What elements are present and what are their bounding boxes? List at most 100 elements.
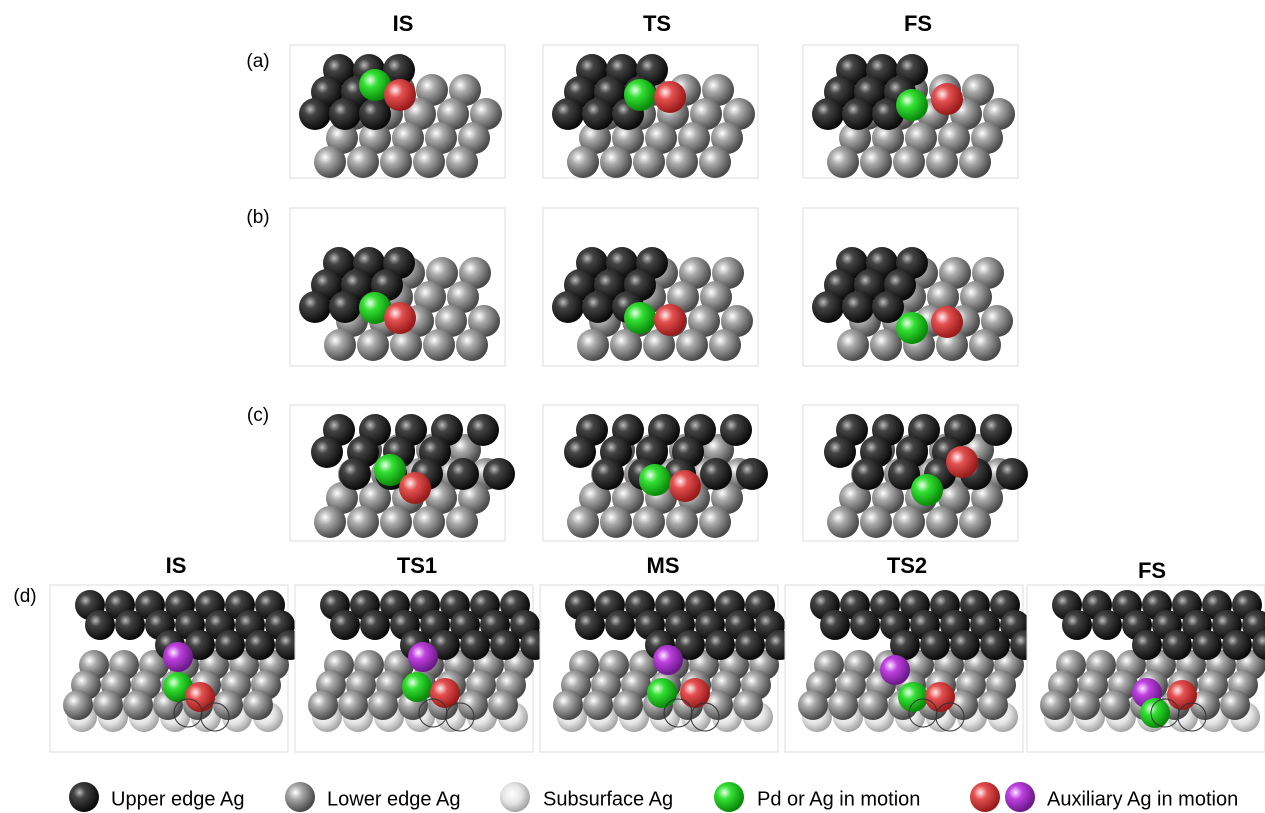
- atom: [583, 690, 613, 720]
- atom: [600, 146, 632, 178]
- atom: [610, 329, 642, 361]
- atom: [490, 630, 520, 660]
- atom: [446, 146, 478, 178]
- atom: [931, 306, 963, 338]
- atom: [1092, 610, 1122, 640]
- atom: [654, 304, 686, 336]
- atom: [115, 610, 145, 640]
- atom: [842, 98, 874, 130]
- atom: [669, 470, 701, 502]
- atom: [552, 291, 584, 323]
- atom: [798, 690, 828, 720]
- atom: [458, 690, 488, 720]
- atom: [567, 146, 599, 178]
- atom: [736, 458, 768, 490]
- atom: [666, 506, 698, 538]
- legend-label: Auxiliary Ag in motion: [1047, 788, 1238, 810]
- atom: [311, 436, 343, 468]
- atom: [380, 146, 412, 178]
- legend-label: Subsurface Ag: [543, 788, 673, 810]
- atom: [380, 506, 412, 538]
- column-header: TS: [643, 11, 671, 36]
- atom: [360, 610, 390, 640]
- atom: [338, 690, 368, 720]
- atom: [423, 329, 455, 361]
- atom: [735, 630, 765, 660]
- atom: [408, 642, 438, 672]
- atom: [824, 436, 856, 468]
- atom: [850, 610, 880, 640]
- atom: [314, 506, 346, 538]
- atom: [926, 506, 958, 538]
- atom: [163, 642, 193, 672]
- atom: [959, 146, 991, 178]
- legend-swatch: [1005, 782, 1035, 812]
- atom: [812, 291, 844, 323]
- atom: [720, 414, 752, 446]
- atom: [308, 690, 338, 720]
- atom: [709, 329, 741, 361]
- atom: [837, 329, 869, 361]
- atom: [666, 146, 698, 178]
- atom: [1222, 630, 1252, 660]
- atom: [564, 436, 596, 468]
- panels: [50, 45, 1265, 752]
- atom: [1070, 690, 1100, 720]
- legend-swatch: [69, 782, 99, 812]
- atom: [858, 690, 888, 720]
- atom: [330, 610, 360, 640]
- atom: [314, 146, 346, 178]
- atom: [950, 630, 980, 660]
- atom: [820, 610, 850, 640]
- atom: [1192, 630, 1222, 660]
- figure: IS TS FS (a) (b) (c) (d) IS TS1 MS TS2 F…: [0, 0, 1265, 813]
- atom: [1220, 690, 1250, 720]
- atom: [733, 690, 763, 720]
- atom: [872, 291, 904, 323]
- atom: [1132, 630, 1162, 660]
- atom: [893, 146, 925, 178]
- legend: Upper edge Ag Lower edge Ag Subsurface A…: [69, 782, 1238, 812]
- atom: [299, 291, 331, 323]
- atom: [245, 630, 275, 660]
- atom: [920, 630, 950, 660]
- atom: [896, 312, 928, 344]
- atom: [926, 146, 958, 178]
- atom: [812, 98, 844, 130]
- atom: [299, 98, 331, 130]
- atom: [980, 630, 1010, 660]
- legend-swatch: [500, 782, 530, 812]
- legend-swatch: [285, 782, 315, 812]
- row-label: (d): [13, 586, 36, 607]
- atom: [969, 329, 1001, 361]
- atom: [1062, 610, 1092, 640]
- atom: [600, 506, 632, 538]
- atom: [552, 98, 584, 130]
- atom: [1040, 690, 1070, 720]
- atom: [980, 414, 1012, 446]
- row-label: (b): [246, 207, 269, 228]
- atom: [553, 690, 583, 720]
- atom: [852, 458, 884, 490]
- legend-label: Lower edge Ag: [327, 788, 460, 810]
- atom: [329, 98, 361, 130]
- atom: [931, 83, 963, 115]
- atom: [368, 690, 398, 720]
- atom: [647, 678, 677, 708]
- atom: [911, 474, 943, 506]
- atom: [996, 458, 1028, 490]
- atom: [390, 329, 422, 361]
- atom: [243, 690, 273, 720]
- atom: [347, 506, 379, 538]
- atom: [399, 472, 431, 504]
- atom: [896, 89, 928, 121]
- column-header: IS: [166, 553, 187, 578]
- atom: [85, 610, 115, 640]
- atom: [577, 329, 609, 361]
- atom: [633, 506, 665, 538]
- atom: [613, 690, 643, 720]
- atom: [93, 690, 123, 720]
- atom: [467, 414, 499, 446]
- legend-label: Pd or Ag in motion: [757, 788, 920, 810]
- atom: [347, 146, 379, 178]
